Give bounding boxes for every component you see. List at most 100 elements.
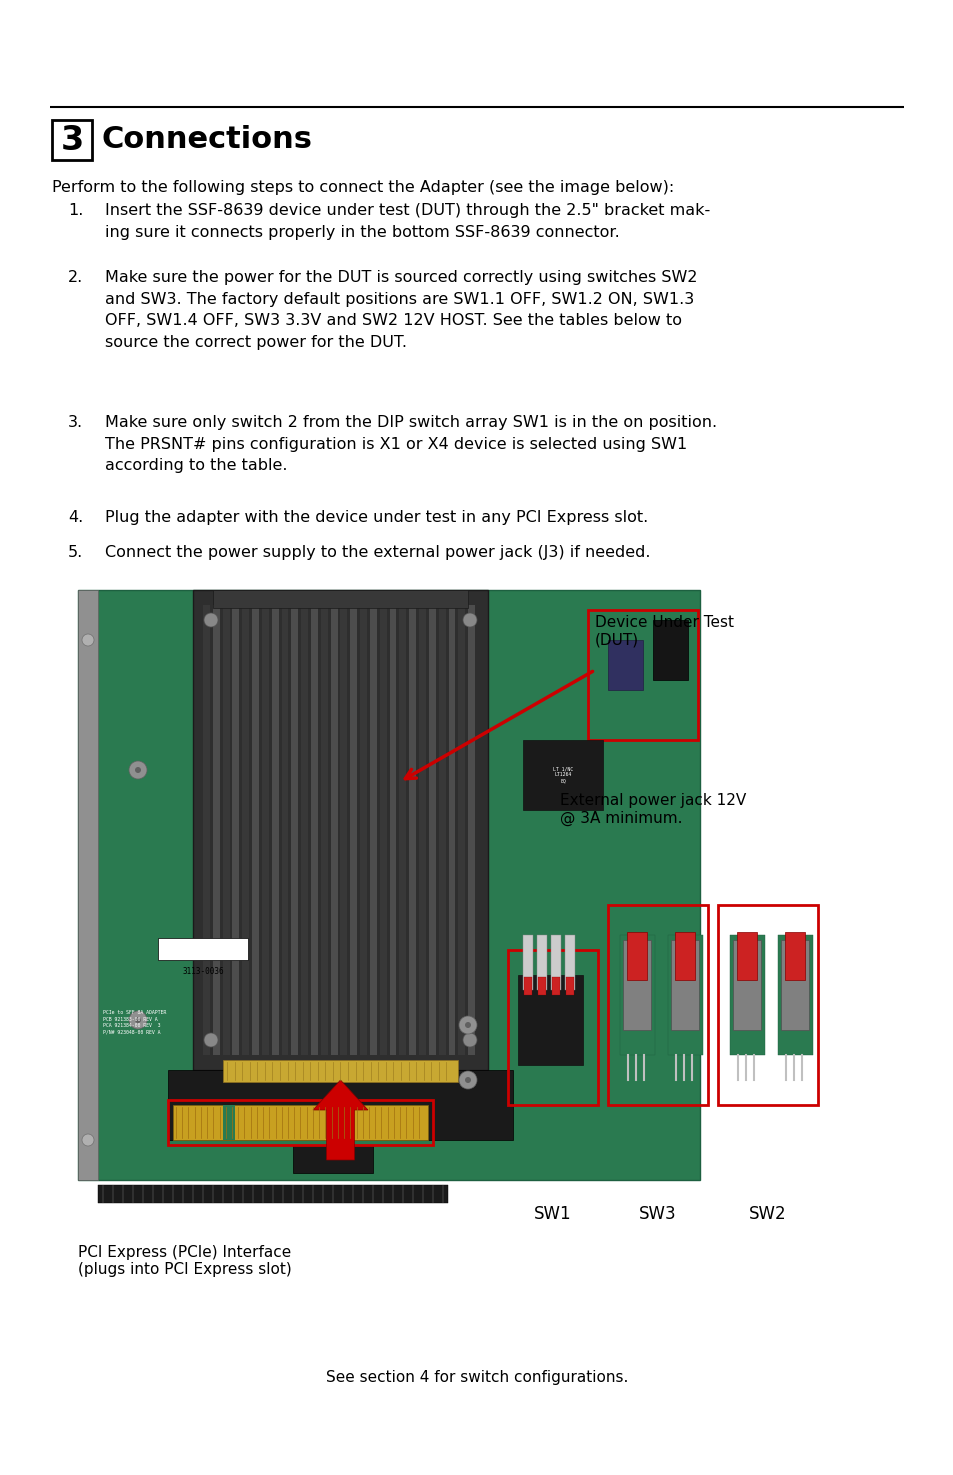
Bar <box>626 932 646 979</box>
Bar <box>778 935 812 1055</box>
Bar <box>429 605 436 1055</box>
Text: Device Under Test
(DUT): Device Under Test (DUT) <box>595 615 733 648</box>
Bar <box>607 906 707 1105</box>
Bar <box>78 590 700 1180</box>
Bar <box>223 1061 457 1083</box>
Bar <box>781 940 808 1030</box>
Bar <box>223 1105 234 1140</box>
Bar <box>320 605 328 1055</box>
Bar <box>438 605 445 1055</box>
Bar <box>552 976 559 996</box>
Text: Connect the power supply to the external power jack (J3) if needed.: Connect the power supply to the external… <box>105 544 650 560</box>
Bar <box>213 590 468 608</box>
Bar <box>379 605 386 1055</box>
Text: 1.: 1. <box>68 204 83 218</box>
Bar <box>399 605 406 1055</box>
Bar <box>675 932 695 979</box>
Bar <box>78 590 98 1180</box>
Bar <box>252 605 258 1055</box>
Circle shape <box>135 1016 141 1024</box>
Bar <box>622 940 650 1030</box>
Bar <box>522 740 602 810</box>
Text: 5.: 5. <box>68 544 83 560</box>
Bar <box>340 605 347 1055</box>
Text: 2.: 2. <box>68 270 83 285</box>
Text: External power jack 12V
@ 3A minimum.: External power jack 12V @ 3A minimum. <box>559 794 745 826</box>
Text: PCI Express (PCIe) Interface
(plugs into PCI Express slot): PCI Express (PCIe) Interface (plugs into… <box>78 1245 292 1277</box>
Bar <box>301 605 308 1055</box>
Bar <box>652 620 687 680</box>
Circle shape <box>462 614 476 627</box>
Circle shape <box>458 1071 476 1089</box>
Bar <box>537 976 545 996</box>
Bar <box>311 605 317 1055</box>
Bar <box>564 935 575 990</box>
Text: Make sure the power for the DUT is sourced correctly using switches SW2
and SW3.: Make sure the power for the DUT is sourc… <box>105 270 697 350</box>
Bar <box>370 605 376 1055</box>
Bar <box>233 605 239 1055</box>
Text: 3113-0036: 3113-0036 <box>182 966 224 975</box>
Bar <box>737 932 757 979</box>
Text: Insert the SSF-8639 device under test (DUT) through the 2.5" bracket mak-
ing su: Insert the SSF-8639 device under test (D… <box>105 204 709 239</box>
Bar <box>418 605 425 1055</box>
Bar <box>65 575 729 1195</box>
Bar <box>523 976 532 996</box>
Circle shape <box>135 767 141 773</box>
Circle shape <box>82 1134 94 1146</box>
Bar <box>172 1105 428 1140</box>
Circle shape <box>204 1032 218 1047</box>
Bar <box>517 975 582 1065</box>
Bar <box>468 605 475 1055</box>
Bar <box>350 605 356 1055</box>
Circle shape <box>458 1016 476 1034</box>
Bar <box>522 935 533 990</box>
Text: Connections: Connections <box>102 125 313 155</box>
Bar <box>537 935 546 990</box>
Bar <box>168 1069 513 1140</box>
Bar <box>784 932 804 979</box>
Text: Plug the adapter with the device under test in any PCI Express slot.: Plug the adapter with the device under t… <box>105 510 648 525</box>
Circle shape <box>129 761 147 779</box>
Circle shape <box>464 1077 471 1083</box>
Circle shape <box>464 1022 471 1028</box>
Bar <box>670 940 699 1030</box>
Circle shape <box>129 1010 147 1030</box>
Bar <box>158 938 248 960</box>
Bar <box>331 605 337 1055</box>
Text: 4.: 4. <box>68 510 83 525</box>
Text: See section 4 for switch configurations.: See section 4 for switch configurations. <box>326 1370 627 1385</box>
Bar <box>52 119 91 159</box>
Bar <box>619 935 655 1055</box>
Bar <box>203 605 210 1055</box>
Bar <box>389 605 396 1055</box>
Text: LT 1/NC
LT1264
EQ: LT 1/NC LT1264 EQ <box>553 767 573 783</box>
Circle shape <box>462 1032 476 1047</box>
Circle shape <box>204 614 218 627</box>
Text: 3: 3 <box>60 124 84 156</box>
Bar <box>565 976 574 996</box>
Bar <box>213 605 219 1055</box>
Bar <box>262 605 269 1055</box>
Text: SW2: SW2 <box>748 1205 786 1223</box>
Bar <box>729 935 764 1055</box>
Bar <box>457 605 465 1055</box>
Bar <box>242 605 249 1055</box>
FancyArrow shape <box>313 1080 368 1159</box>
Bar <box>732 940 760 1030</box>
Text: SW3: SW3 <box>639 1205 676 1223</box>
Text: SW1: SW1 <box>534 1205 571 1223</box>
Bar <box>551 935 560 990</box>
Bar <box>291 605 298 1055</box>
Bar <box>222 605 230 1055</box>
Bar <box>409 605 416 1055</box>
Bar <box>281 605 288 1055</box>
Bar <box>293 1145 373 1173</box>
Circle shape <box>82 634 94 646</box>
Text: 3.: 3. <box>68 414 83 431</box>
Bar <box>607 640 642 690</box>
Bar <box>360 605 367 1055</box>
Bar <box>272 605 278 1055</box>
Bar <box>448 605 455 1055</box>
Bar <box>98 1184 448 1204</box>
Bar <box>587 611 698 740</box>
